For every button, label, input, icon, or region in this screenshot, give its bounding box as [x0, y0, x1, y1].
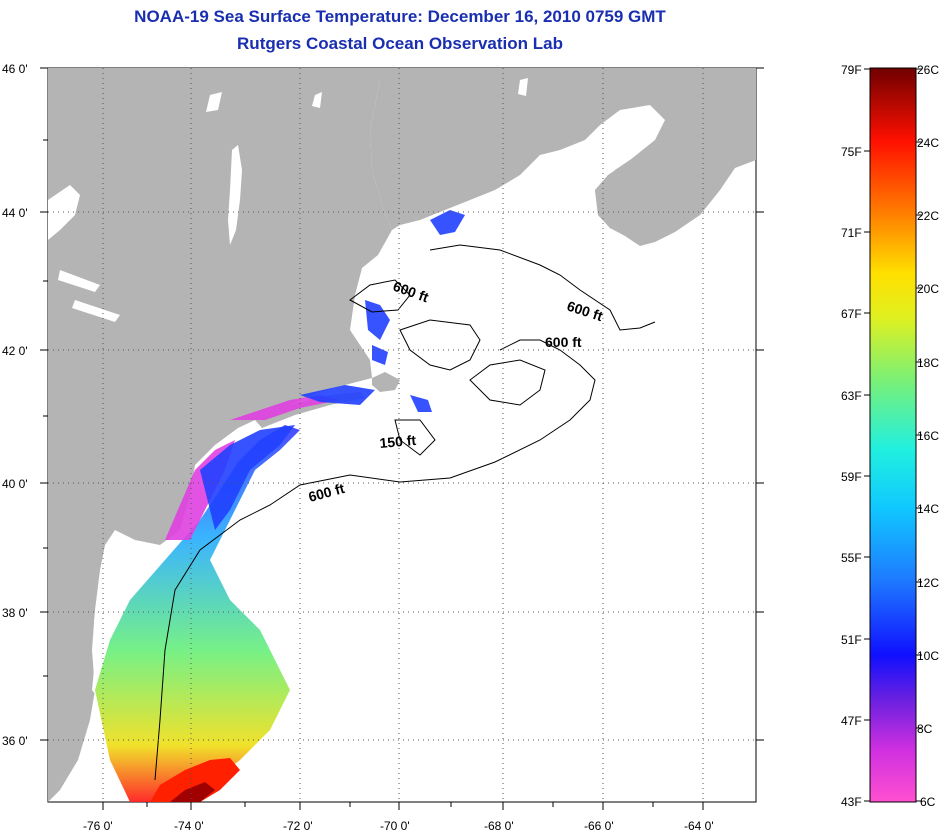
colorbar-c-12: 12C [917, 576, 939, 590]
sst-swath-magenta [165, 395, 340, 540]
map-panel: 46 0' 44 0' 42 0' 40 0' 38 0' 36 0' -76 … [2, 62, 764, 833]
colorbar-c-24: 24C [917, 136, 939, 150]
lon-label-70: -70 0' [380, 819, 410, 833]
lon-label-74: -74 0' [174, 819, 204, 833]
lat-label-44: 44 0' [2, 206, 28, 220]
lat-label-40: 40 0' [2, 477, 28, 491]
sst-swath-main [95, 425, 300, 802]
contour-label-150ft: 150 ft [379, 432, 417, 451]
lat-label-42: 42 0' [2, 344, 28, 358]
colorbar-f-51: 51F [841, 633, 862, 647]
graticule [48, 68, 756, 802]
land-cape-cod [372, 372, 400, 392]
land-nova-scotia [595, 115, 756, 246]
colorbar-f-71: 71F [841, 226, 862, 240]
colorbar-c-6: 6C [920, 795, 936, 809]
colorbar-f-59: 59F [841, 470, 862, 484]
colorbar-c-20: 20C [917, 282, 939, 296]
chart-title: NOAA-19 Sea Surface Temperature: Decembe… [134, 7, 666, 26]
colorbar-c-22: 22C [917, 209, 939, 223]
lon-label-72: -72 0' [283, 819, 313, 833]
colorbar-c-26: 26C [917, 63, 939, 77]
sst-swath-blue-coast [200, 210, 465, 530]
land-us-mainland [48, 68, 392, 802]
colorbar-f-63: 63F [841, 389, 862, 403]
sst-swath-warm [150, 758, 240, 802]
colorbar-c-16: 16C [917, 429, 939, 443]
delaware-bay [130, 540, 148, 565]
lon-label-64: -64 0' [684, 819, 714, 833]
colorbar: 79F 75F 71F 67F 63F 59F 55F 51F 47F 43F … [841, 63, 939, 809]
colorbar-f-47: 47F [841, 714, 862, 728]
sst-swath-dark-red [170, 782, 215, 802]
lon-label-76: -76 0' [83, 819, 113, 833]
axis-ticks [40, 67, 764, 810]
colorbar-f-55: 55F [841, 551, 862, 565]
colorbar-f-79: 79F [841, 63, 862, 77]
contour-label-600ft-bank: 600 ft [545, 334, 582, 350]
lake-champlain [228, 145, 242, 245]
lon-label-68: -68 0' [484, 819, 514, 833]
lat-label-38: 38 0' [2, 606, 28, 620]
colorbar-f-67: 67F [841, 307, 862, 321]
lat-label-36: 36 0' [2, 734, 28, 748]
chart-subtitle: Rutgers Coastal Ocean Observation Lab [237, 34, 563, 53]
colorbar-f-43: 43F [841, 795, 862, 809]
colorbar-c-18: 18C [917, 356, 939, 370]
colorbar-c-14: 14C [917, 502, 939, 516]
bathymetry-contours [154, 244, 656, 781]
colorbar-f-75: 75F [841, 145, 862, 159]
colorbar-c-10: 10C [917, 649, 939, 663]
lat-label-46: 46 0' [2, 62, 28, 76]
colorbar-c-8: 8C [917, 722, 933, 736]
lon-label-66: -66 0' [584, 819, 614, 833]
